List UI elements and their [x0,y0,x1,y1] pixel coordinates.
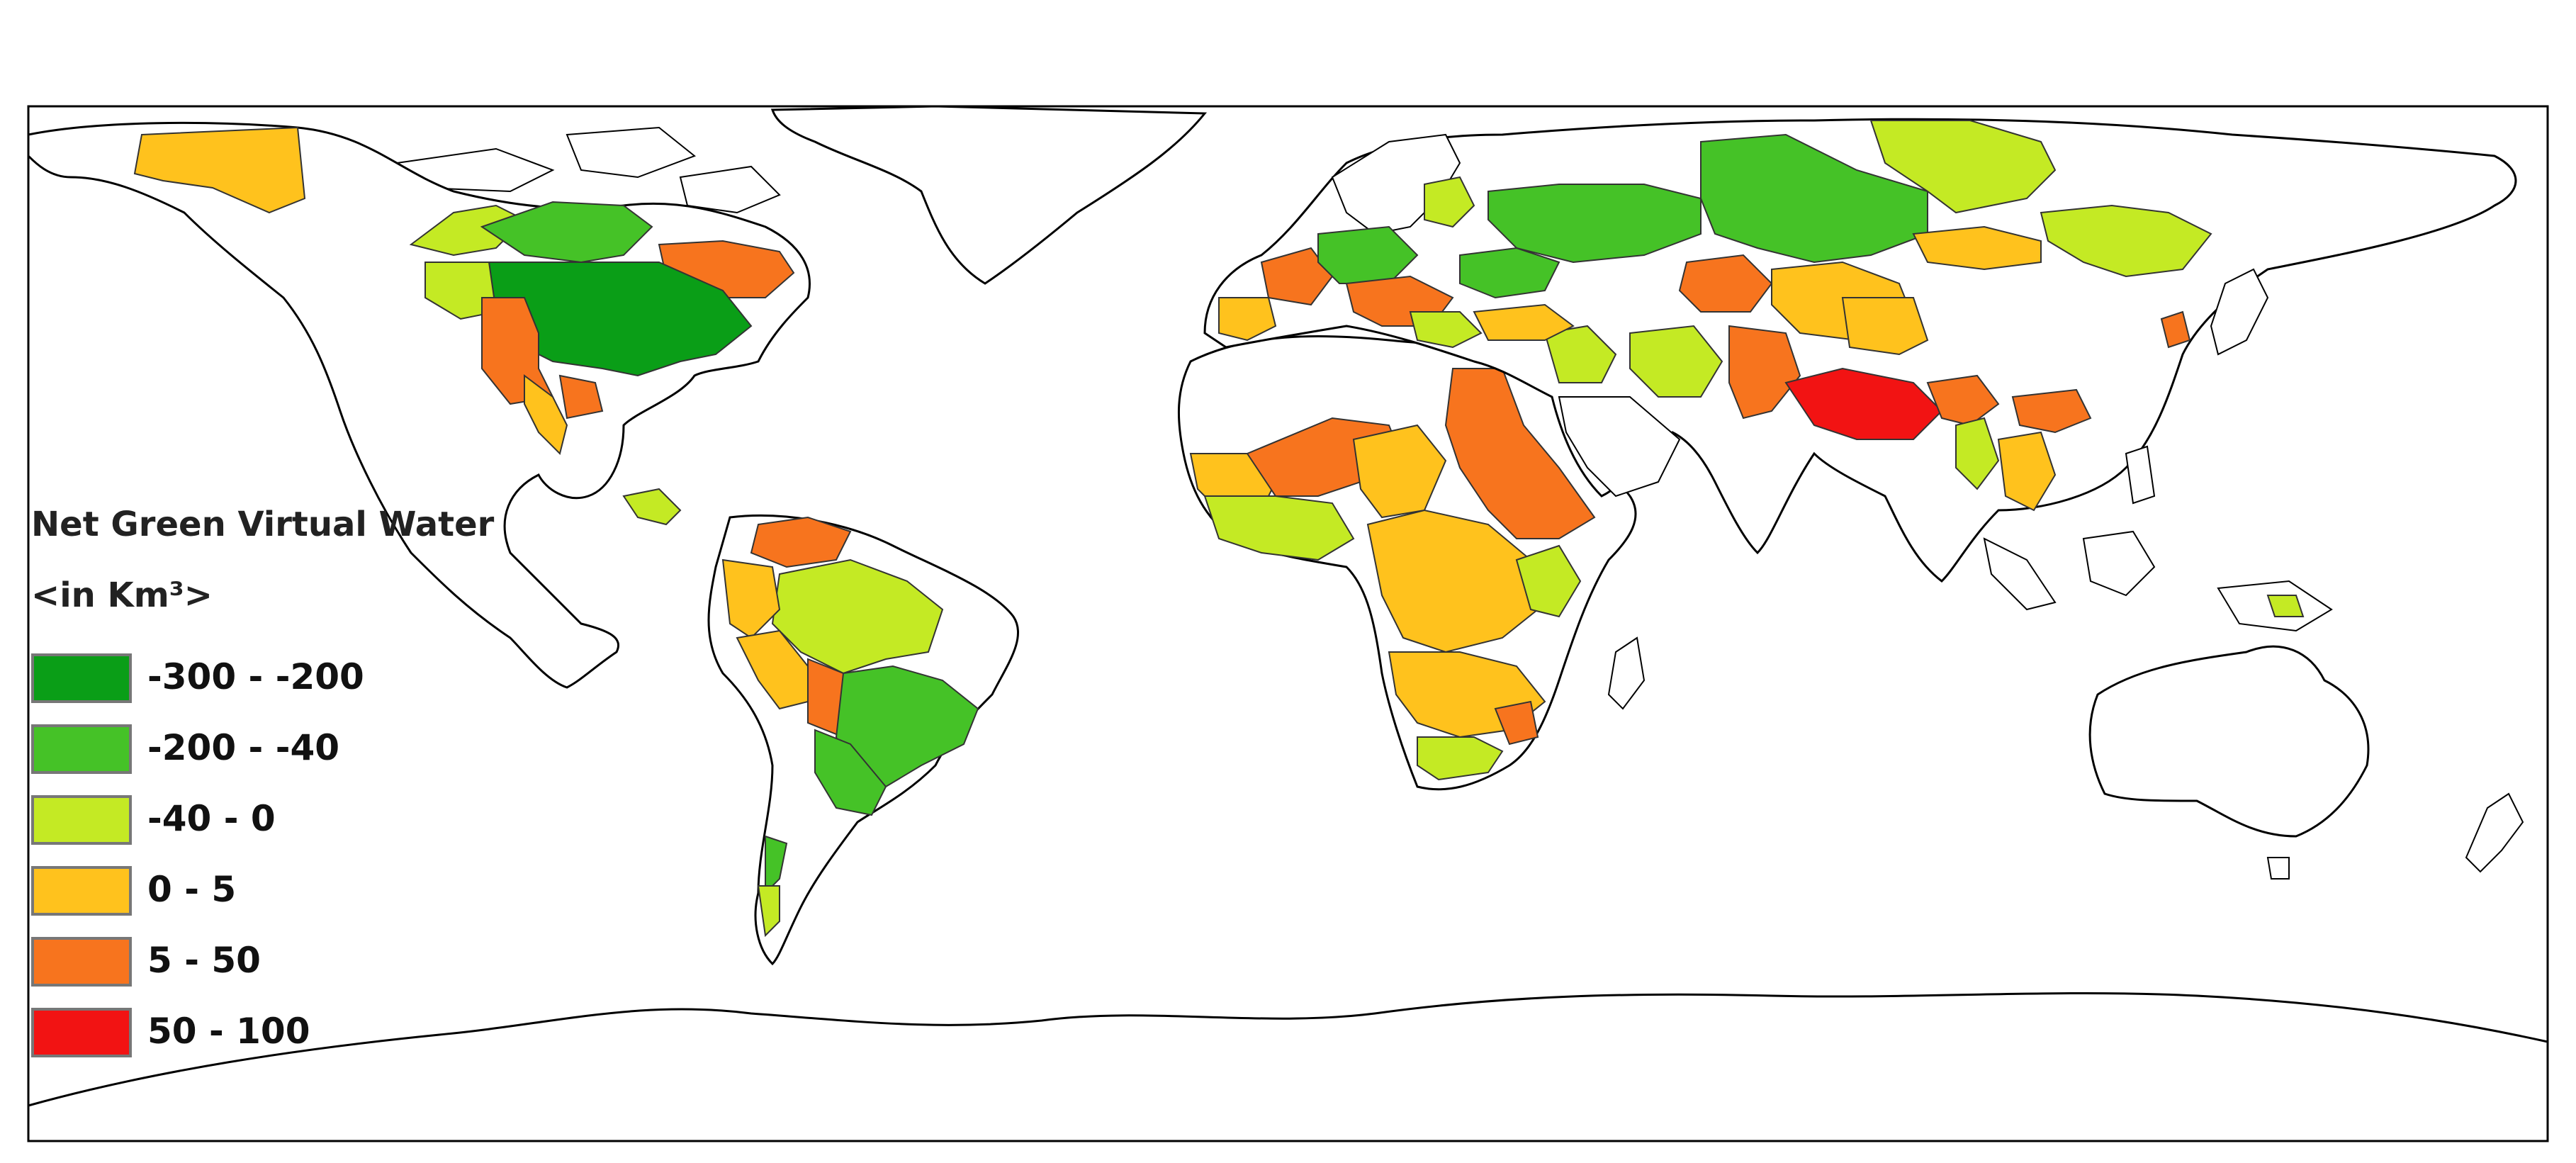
region-mexico-south [558,374,604,420]
region-caspian [1678,254,1773,313]
region-patagonia [757,885,780,938]
region-tibet [1841,297,1929,356]
region-alaska [133,126,306,214]
legend-label: 5 - 50 [147,940,261,981]
legend-item: -300 - -200 [31,653,456,704]
legend-swatch [31,653,132,703]
region-nile [1444,368,1596,539]
island-philippines [2125,445,2156,505]
legend-item: -200 - -40 [31,724,456,775]
region-mesopotamia [1543,325,1617,383]
region-iran [1629,325,1723,398]
tasmania [2266,857,2290,880]
legend-item: 0 - 5 [31,866,456,917]
legend-item: -40 - 0 [31,795,456,846]
legend-title: Net Green Virtual Water [31,505,495,544]
legend-label: -300 - -200 [147,656,364,697]
legend-swatch [31,795,132,845]
region-mekong [1997,431,2057,512]
region-west-africa [1203,495,1355,561]
legend-swatch [31,724,132,774]
japan [2210,268,2269,356]
region-papua [2266,595,2305,617]
region-indus [1728,325,1801,420]
island-sumatra [1983,537,2057,611]
region-irrawaddy [1955,417,2000,490]
region-south-africa [1417,736,1504,781]
madagascar [1607,636,1646,710]
legend-item: 50 - 100 [31,1008,456,1059]
antarctica [27,991,2549,1142]
region-siberia-west [1700,133,1928,264]
region-orinoco [750,516,852,568]
region-argentina-south [765,835,788,895]
region-colombia [721,558,781,639]
island-borneo [2082,530,2156,597]
region-iberia [1218,297,1277,342]
region-mongolia [1912,225,2042,271]
region-us-southwest [481,297,554,405]
region-argentina-north [814,729,887,816]
region-amazon [771,558,944,675]
legend-label: 0 - 5 [147,869,237,910]
arctic-island [566,126,696,179]
region-russia-west [1487,184,1702,264]
region-ukraine [1459,247,1560,299]
region-congo [1366,509,1539,653]
region-mozambique [1494,700,1539,746]
legend-swatch [31,866,132,916]
region-mexico [524,374,568,455]
arabian-peninsula [1558,396,1681,498]
region-balkans [1409,311,1483,349]
region-amur [2040,204,2212,278]
legend-label: -200 - -40 [147,727,340,768]
region-red-river [2011,388,2092,434]
legend-label: 50 - 100 [147,1011,310,1052]
region-brahmaputra [1926,374,2000,427]
region-baltic [1424,176,1475,228]
region-us-pacific [424,262,497,320]
australia [2088,645,2370,838]
arctic-island [679,165,781,214]
legend-item: 5 - 50 [31,937,456,988]
new-zealand [2465,792,2524,873]
legend-swatch [31,937,132,987]
region-ganges [1784,367,1943,440]
legend-swatch [31,1008,132,1057]
region-canada-central [480,201,653,264]
legend-label: -40 - 0 [147,798,276,839]
region-east-africa [1515,544,1582,618]
region-anatolia [1473,303,1575,341]
region-korea [2160,310,2191,349]
legend-unit: <in Km³> [31,575,213,615]
greenland [770,105,1208,285]
region-central-america [622,488,682,526]
region-siberia-east [1869,120,2057,214]
region-france [1260,247,1334,306]
